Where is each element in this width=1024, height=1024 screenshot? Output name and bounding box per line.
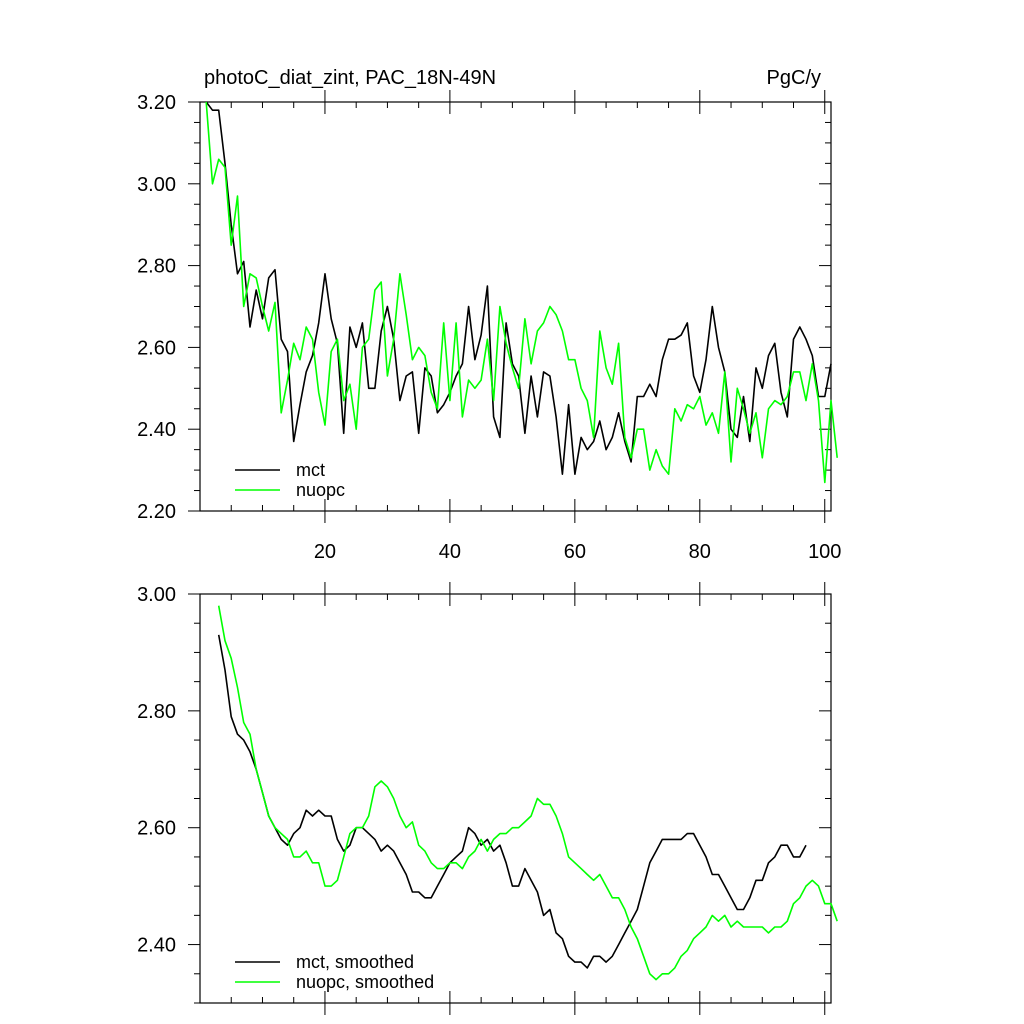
series-line-nuopc-smoothed xyxy=(217,605,838,981)
plot-frame xyxy=(199,101,832,512)
plot-frame xyxy=(199,593,832,1004)
y-tick-label: 2.80 xyxy=(137,701,176,723)
y-tick-label: 2.40 xyxy=(137,419,176,441)
y-tick-label: 3.00 xyxy=(137,174,176,196)
series-line-nuopc xyxy=(205,101,838,484)
x-tick-label: 100 xyxy=(808,541,841,563)
y-tick-label: 3.00 xyxy=(137,584,176,606)
y-tick-label: 2.80 xyxy=(137,256,176,278)
x-tick-label: 80 xyxy=(689,541,711,563)
y-tick-label: 2.40 xyxy=(137,935,176,957)
legend-label: nuopc xyxy=(296,480,345,500)
chart-units: PgC/y xyxy=(767,67,821,89)
y-tick-label: 3.20 xyxy=(137,92,176,114)
legend-label: nuopc, smoothed xyxy=(296,972,434,992)
top-panel: 20 40 60 80 100 2.20 2.40 2.60 2.80 3.00 3.20 photo… xyxy=(137,67,841,563)
y-tick-label: 2.60 xyxy=(137,818,176,840)
series-line-mct xyxy=(205,101,832,476)
x-tick-label: 60 xyxy=(564,541,586,563)
x-tick-label: 20 xyxy=(314,541,336,563)
x-tick-label: 40 xyxy=(439,541,461,563)
series-line-mct-smoothed xyxy=(217,634,807,969)
y-tick-label: 2.60 xyxy=(137,337,176,359)
legend-label: mct, smoothed xyxy=(296,952,414,972)
chart-title: photoC_diat_zint, PAC_18N-49N xyxy=(204,67,496,89)
y-tick-label: 2.20 xyxy=(137,501,176,523)
legend-label: mct xyxy=(296,460,325,480)
